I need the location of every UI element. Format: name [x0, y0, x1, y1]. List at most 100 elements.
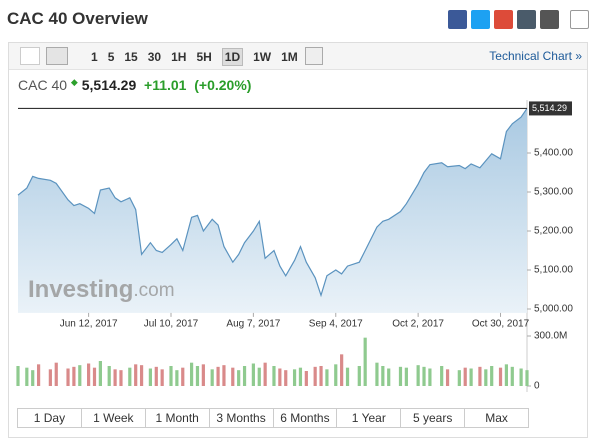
volume-bar [525, 370, 529, 386]
volume-bar [181, 367, 185, 386]
volume-bar [237, 370, 241, 386]
chart: Investing.com 5,000.00 5,100.00 5,200.00 5,3… [16, 100, 573, 392]
volume-bar [154, 366, 158, 386]
price-line [17, 108, 528, 298]
volume-bar [272, 366, 276, 386]
volume-bar [48, 369, 52, 386]
volume-bar [398, 366, 403, 386]
volume-bar [504, 364, 509, 386]
quote-price: 5,514.29 [81, 77, 137, 93]
range-button[interactable]: Max [485, 411, 508, 425]
volume-bar [357, 366, 361, 386]
volume-bar [189, 362, 194, 386]
settings-button[interactable] [305, 47, 323, 65]
volume-bar [72, 366, 76, 386]
range-button[interactable]: 1 Year [337, 409, 402, 427]
range-button[interactable]: 1 Month [146, 409, 210, 427]
volume-bar [66, 368, 70, 386]
interval-button[interactable]: 5 [107, 50, 115, 64]
volume-bar [78, 365, 82, 386]
x-tick-label: Jun 12, 2017 [60, 319, 118, 330]
volume-bar [16, 366, 20, 386]
volume-bar [363, 337, 367, 386]
y-tick-label: 5,400.00 [534, 148, 573, 159]
interval-button[interactable]: 30 [147, 50, 162, 64]
volume-bar [119, 370, 123, 386]
volume-bar [428, 368, 432, 386]
volume-bar [457, 370, 461, 386]
volume-bar [298, 367, 303, 386]
volume-bar [416, 365, 420, 386]
volume-bar [92, 367, 97, 386]
quote-change-pct: (+0.20%) [194, 77, 252, 93]
google-icon[interactable] [494, 10, 513, 29]
range-button[interactable]: 1 Day [18, 409, 82, 427]
volume-bar [195, 366, 200, 386]
volume-bar [519, 368, 523, 386]
volume-bar [251, 363, 255, 386]
volume-bar [54, 362, 58, 386]
volume-bar [263, 362, 267, 386]
volume-bar [469, 368, 473, 386]
volume-bar [304, 371, 308, 386]
volume-bar [510, 366, 514, 386]
volume-bar [387, 368, 391, 386]
volume-bar [160, 369, 164, 386]
volume-tick-label: 0 [534, 381, 540, 392]
x-tick-label: Sep 4, 2017 [309, 319, 363, 330]
volume-bar [148, 368, 152, 386]
facebook-icon[interactable] [448, 10, 467, 29]
volume-bar [313, 366, 317, 386]
widget [8, 42, 588, 438]
last-price-label: 5,514.29 [532, 103, 567, 113]
range-button[interactable]: 1 Week [82, 409, 146, 427]
info-icon[interactable] [570, 10, 589, 29]
candle-button[interactable] [20, 47, 40, 65]
interval-button[interactable]: 15 [124, 50, 138, 64]
volume-bar [445, 369, 450, 386]
interval-button[interactable]: 1W [253, 50, 272, 64]
volume-bar [292, 369, 297, 386]
volume-bar [98, 361, 102, 386]
volume-bar [31, 370, 35, 386]
volume-bar [463, 367, 467, 386]
interval-button[interactable]: 5H [196, 50, 212, 64]
interval-button[interactable]: 1H [171, 50, 187, 64]
volume-bar [498, 367, 503, 386]
volume-bar [334, 364, 338, 386]
range-button[interactable]: 3 Months [210, 409, 274, 427]
volume-bar [381, 366, 385, 386]
interval-button[interactable]: 1D [221, 48, 244, 66]
twitter-icon[interactable] [471, 10, 490, 29]
price-area [18, 108, 527, 313]
volume-bar [139, 365, 144, 386]
range-button[interactable]: 5 years [401, 409, 466, 427]
interval-button[interactable]: 1M [281, 50, 298, 64]
volume-bar [231, 367, 235, 386]
volume-bar [278, 368, 282, 386]
technical-link[interactable]: Technical Chart » [489, 49, 582, 63]
watermark: Investing.com [28, 276, 175, 303]
line-button[interactable] [46, 47, 68, 65]
volume-bar [175, 370, 179, 386]
y-tick-label: 5,200.00 [534, 226, 573, 237]
volume-bar [87, 363, 91, 386]
volume-bar [345, 367, 350, 386]
x-tick-label: Aug 7, 2017 [226, 319, 280, 330]
watermark-brand: Investing [28, 276, 133, 303]
volume-bar [404, 367, 408, 386]
quote-name: CAC 40 [18, 77, 68, 93]
email-icon[interactable] [540, 10, 559, 29]
y-tick-label: 5,100.00 [534, 265, 573, 276]
quote-change: +11.01 [144, 77, 187, 93]
stocktwits-icon[interactable] [517, 10, 536, 29]
range-button[interactable]: 6 Months [274, 409, 338, 427]
volume-bar [340, 354, 344, 386]
volume-bar [490, 366, 494, 386]
volume-bar [169, 366, 173, 386]
watermark-suffix: .com [133, 280, 174, 301]
volume-bar [242, 366, 247, 386]
up-marker: ◆ [70, 77, 78, 87]
x-tick-label: Oct 30, 2017 [472, 319, 530, 330]
interval-button[interactable]: 1 [91, 50, 98, 64]
